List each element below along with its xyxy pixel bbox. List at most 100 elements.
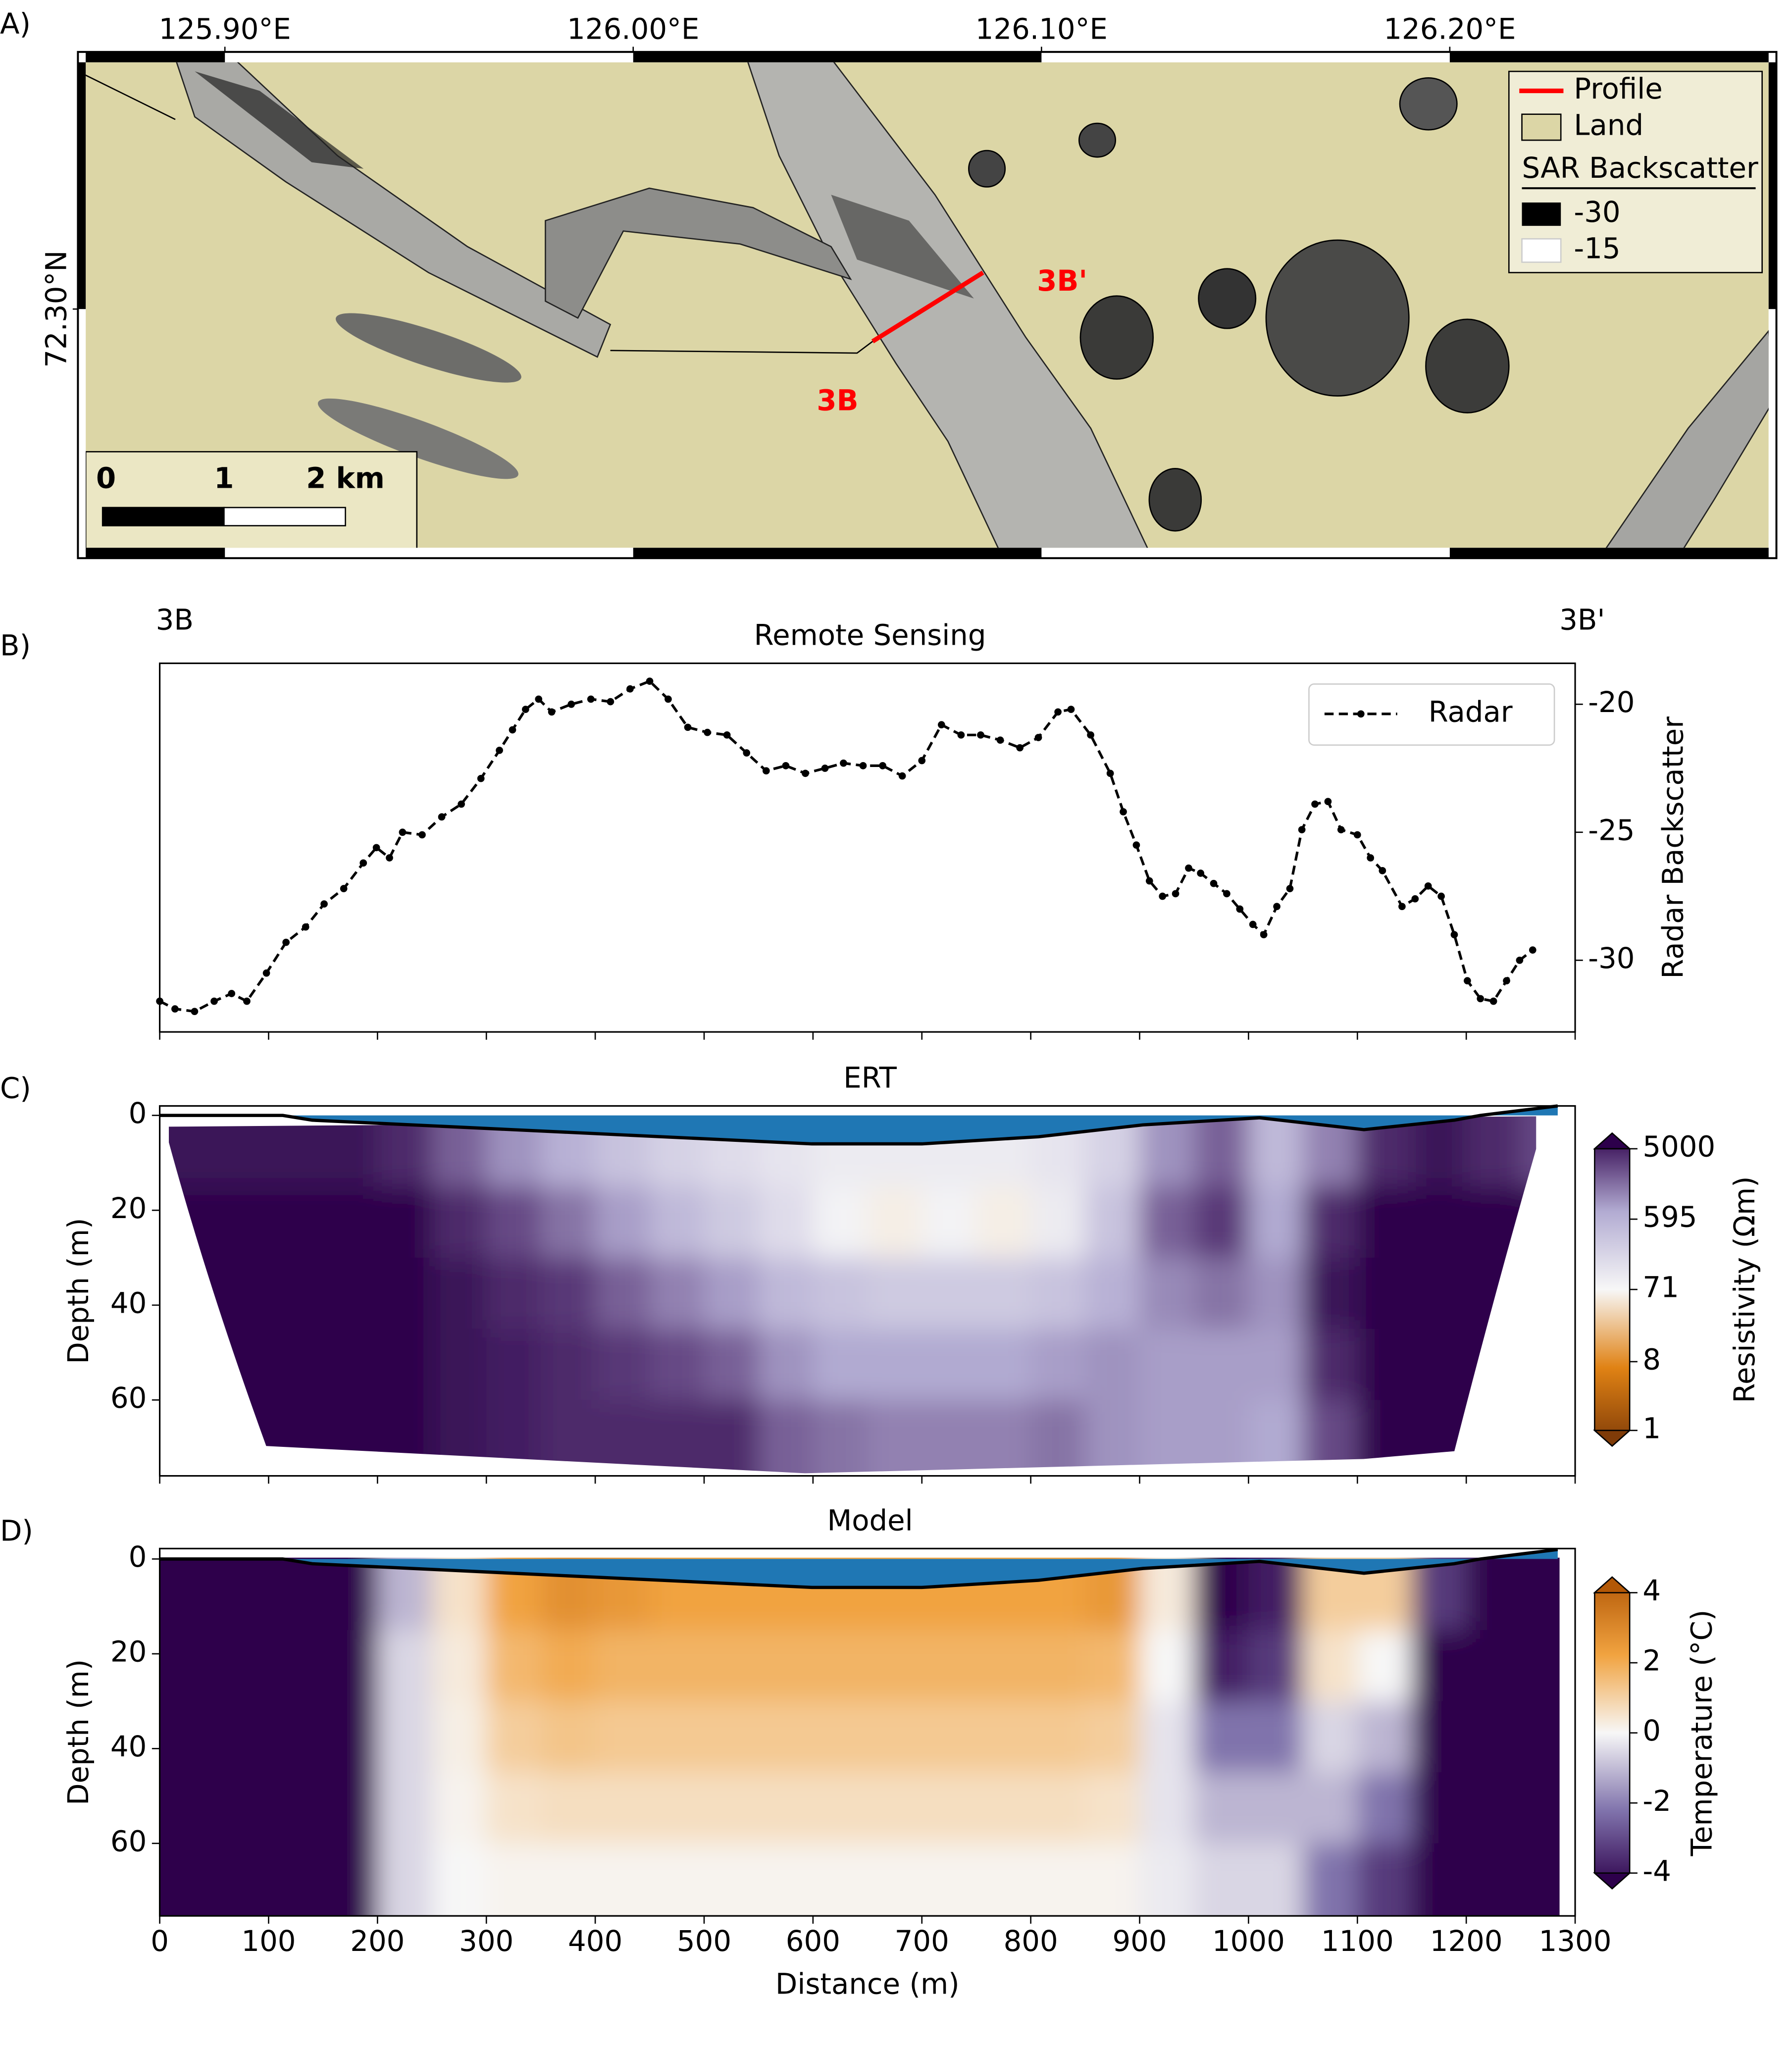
heatmap-cell	[1139, 1329, 1195, 1401]
point	[1054, 708, 1062, 716]
x-tick-label: 600	[786, 1924, 840, 1958]
heatmap-cell	[377, 1186, 433, 1259]
heatmap-cell	[1303, 1701, 1358, 1773]
heatmap-cell	[214, 1186, 269, 1259]
heatmap-cell	[323, 1630, 378, 1702]
heatmap-cell	[1194, 1772, 1249, 1844]
colorbar-tip	[1592, 1576, 1632, 1593]
heatmap-cell	[976, 1400, 1031, 1474]
heatmap-cell	[268, 1772, 324, 1844]
point	[386, 854, 393, 862]
point	[996, 736, 1004, 744]
heatmap-cell	[432, 1701, 487, 1773]
point	[646, 677, 654, 685]
point	[607, 698, 614, 706]
heatmap-cell	[323, 1557, 378, 1631]
point	[665, 695, 672, 703]
x-tick-label: 900	[1112, 1924, 1167, 1958]
frame-segment	[86, 51, 225, 62]
lake	[336, 313, 521, 383]
x-tick-label: 300	[459, 1924, 513, 1958]
x-tick-label: 1000	[1212, 1924, 1285, 1958]
heatmap-cell	[704, 1701, 760, 1773]
heatmap-cell	[813, 1630, 869, 1702]
heatmap-cell	[1303, 1116, 1358, 1187]
heatmap-cell	[867, 1257, 923, 1330]
heatmap-cell	[1466, 1701, 1522, 1773]
heatmap-cell	[758, 1400, 814, 1474]
heatmap-cell	[159, 1557, 215, 1631]
y-tick-label: -30	[1588, 941, 1635, 975]
heatmap-cell	[1085, 1630, 1140, 1702]
heatmap-cell	[541, 1116, 596, 1187]
scale-bar	[102, 507, 225, 526]
heatmap-cell	[323, 1116, 378, 1187]
point	[340, 885, 348, 892]
heatmap-cell	[1521, 1772, 1560, 1844]
heatmap-cell	[976, 1843, 1031, 1916]
y-tick-label: 0	[129, 1096, 147, 1130]
heatmap-cell	[486, 1400, 542, 1474]
heatmap-cell	[704, 1772, 760, 1844]
point	[228, 990, 236, 997]
point	[859, 762, 867, 769]
point	[1034, 734, 1042, 741]
heatmap-cell	[1085, 1701, 1140, 1773]
point	[723, 731, 731, 739]
point	[1067, 706, 1075, 713]
heatmap-cell	[813, 1772, 869, 1844]
colorbar-tick-label: 4	[1642, 1574, 1661, 1607]
heatmap-cell	[1085, 1557, 1140, 1631]
heatmap-cell	[867, 1701, 923, 1773]
heatmap-cell	[159, 1630, 215, 1702]
x-tick-label: 126.10°E	[975, 12, 1108, 46]
colorbar-tick-label: 71	[1642, 1271, 1679, 1304]
point	[1172, 890, 1179, 898]
colorbar-label: Temperature (°C)	[1685, 1610, 1718, 1857]
heatmap-cell	[922, 1630, 977, 1702]
heatmap-cell	[432, 1557, 487, 1631]
heatmap-cell	[1139, 1186, 1195, 1259]
heatmap-cell	[1030, 1329, 1086, 1401]
boundary	[610, 341, 873, 354]
legend-swatch	[1521, 113, 1562, 141]
heatmap-cell	[1030, 1843, 1086, 1916]
heatmap-cell	[867, 1186, 923, 1259]
heatmap-cell	[650, 1257, 705, 1330]
endpoint-label: 3B'	[1559, 603, 1605, 636]
heatmap-cell	[1303, 1630, 1358, 1702]
point	[1450, 931, 1458, 938]
heatmap-cell	[1412, 1400, 1467, 1474]
scale-label: 2 km	[306, 461, 385, 495]
heatmap-cell	[1412, 1557, 1467, 1631]
legend-swatch	[1521, 238, 1562, 263]
heatmap-cell	[595, 1843, 651, 1916]
heatmap-cell	[650, 1630, 705, 1702]
heatmap-cell	[813, 1701, 869, 1773]
heatmap-cell	[1412, 1116, 1467, 1187]
heatmap-cell	[1030, 1400, 1086, 1474]
bathymetry-line	[159, 1548, 1558, 1589]
y-tick-label: 40	[110, 1286, 147, 1320]
heatmap-cell	[268, 1843, 324, 1916]
heatmap-cell	[1357, 1400, 1413, 1474]
heatmap-cell	[541, 1772, 596, 1844]
heatmap-cell	[704, 1329, 760, 1401]
heatmap-cell	[976, 1186, 1031, 1259]
colorbar-tip	[1592, 1430, 1632, 1447]
point	[1464, 977, 1471, 984]
point	[957, 731, 965, 739]
point	[1489, 997, 1497, 1005]
x-tick-label: 800	[1004, 1924, 1058, 1958]
heatmap-cell	[159, 1772, 215, 1844]
x-tick-label: 0	[151, 1924, 169, 1958]
heatmap-cell	[1194, 1257, 1249, 1330]
point	[243, 997, 251, 1005]
heatmap-cell	[377, 1329, 433, 1401]
heatmap-cell	[268, 1630, 324, 1702]
heatmap-cell	[541, 1557, 596, 1631]
legend-label: -15	[1574, 232, 1620, 265]
y-tick-label: 20	[110, 1191, 147, 1225]
heatmap-cell	[976, 1329, 1031, 1401]
point	[1379, 867, 1386, 874]
